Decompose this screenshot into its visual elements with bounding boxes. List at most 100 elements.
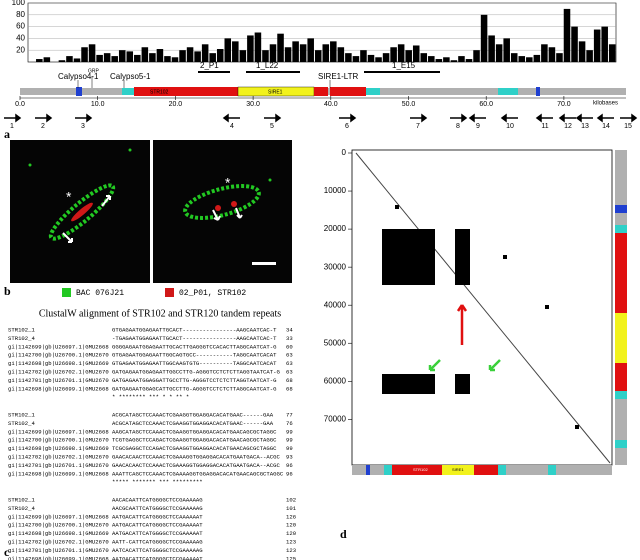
position: 123: [286, 547, 296, 554]
bar: [412, 45, 420, 62]
gene-arrow: [450, 113, 468, 123]
bar: [247, 35, 254, 62]
track-block: [548, 465, 556, 475]
bar: [103, 53, 111, 62]
clone-label: 2_P1: [200, 61, 219, 70]
bar: [337, 47, 345, 62]
gene-arrow: [75, 113, 93, 123]
conservation: ***** ******* *** *********: [112, 479, 203, 486]
gene-arrow: [500, 113, 518, 123]
sequence: ACGCATAGCTCCAAACTCGAAGGTGGAGGACACATGAAC-…: [112, 420, 274, 427]
seq-name: gi|1142700|gb|U26700.1|GMU2670: [8, 352, 109, 359]
signal: [268, 178, 272, 182]
position: 68: [286, 377, 293, 384]
y-tick-label: 80: [16, 10, 25, 19]
scale-bar: [252, 262, 276, 265]
x-tick-label: 20.0: [169, 101, 183, 108]
bar: [480, 14, 488, 63]
bar: [563, 8, 571, 62]
sequence: GTGAGAATGGAGAATTGCACT----------------AAG…: [112, 326, 277, 333]
track-block: [615, 205, 627, 213]
track-block: [498, 465, 506, 475]
feature-label: SIRE1-LTR: [318, 72, 359, 81]
bar: [254, 32, 262, 62]
gene-arrow: [468, 113, 486, 123]
alignment-title: ClustalW alignment of STR102 and STR120 …: [39, 308, 281, 319]
arrow: [212, 209, 221, 221]
seq-name: gi|1142699|gb|U26697.1|GMU2668: [8, 428, 109, 435]
sequence: AATT-CATTCATGGGGCTCCGAAAAAG: [112, 538, 203, 545]
y-tick-label: 60000: [324, 376, 347, 385]
clone-label: 1_E15: [392, 61, 416, 70]
arrow: [62, 232, 73, 243]
track-block: [442, 465, 474, 475]
gene-label: 9: [476, 123, 480, 130]
seq-name: gi|1142700|gb|U26700.1|GMU2670: [8, 437, 109, 444]
seq-name: STR102_1: [8, 496, 35, 503]
bar: [239, 50, 247, 62]
gene-arrow: [264, 113, 282, 123]
track-block: [498, 88, 518, 95]
arrow: [488, 359, 501, 372]
repeat-block: [455, 229, 470, 285]
sequence: TCGCGAGGCTCCAGACTCGAAGGTGGAGGACACATGAACA…: [112, 445, 277, 452]
bar: [58, 60, 66, 62]
y-tick-label: 0: [342, 148, 347, 157]
bar: [73, 58, 81, 62]
gene-arrow: [4, 113, 22, 123]
track-block: [615, 363, 627, 391]
arrow: [456, 304, 468, 345]
arrow: [235, 207, 243, 219]
legend-swatch: [165, 288, 174, 297]
bar: [608, 44, 616, 62]
seq-name: STR102_4: [8, 420, 35, 427]
seq-name: gi|1142698|gb|U26698.1|GMU2669: [8, 445, 109, 452]
x-tick-label: 10.0: [91, 101, 105, 108]
bar: [503, 38, 510, 62]
panel-label: a: [4, 127, 10, 141]
bar: [375, 57, 382, 62]
position: 76: [286, 420, 293, 427]
gene-label: 8: [456, 123, 460, 130]
bar: [473, 50, 480, 62]
position: 77: [286, 411, 293, 418]
bar: [548, 47, 556, 62]
track-block: [366, 465, 370, 475]
signal: [215, 205, 221, 211]
sequence: -TGAGAATGGAGAATTGCACT----------------AAG…: [112, 335, 277, 342]
track-block: [122, 88, 134, 95]
gene-label: 7: [416, 123, 420, 130]
bar: [118, 50, 126, 62]
gene-label: 12: [564, 123, 572, 130]
gene-label: 5: [270, 123, 274, 130]
bar: [224, 38, 232, 62]
legend-label: 02_P01, STR102: [179, 289, 246, 298]
sequence: AATGACATTCATGGGGCTCCGAAAAAT: [112, 555, 203, 560]
repeat-block: [382, 229, 435, 285]
feature-label: STR102: [150, 89, 169, 95]
repeat-block: [455, 374, 470, 394]
bar: [488, 35, 495, 62]
legend-swatch: [62, 288, 71, 297]
gene-label: 4: [230, 123, 234, 130]
bar: [586, 50, 593, 62]
clone-label: 1_L22: [256, 61, 279, 70]
panel-label: d: [340, 527, 347, 541]
track-block: [615, 233, 627, 313]
signal: [231, 201, 237, 207]
arrow: [101, 195, 111, 207]
gene-label: 6: [345, 123, 349, 130]
track-block: [76, 87, 82, 96]
gene-label: 13: [581, 123, 589, 130]
x-tick-label: 70.0: [557, 101, 571, 108]
bar: [450, 60, 458, 62]
position: 63: [286, 352, 293, 359]
bar: [111, 56, 118, 62]
bar: [88, 44, 96, 62]
bar: [314, 50, 322, 62]
seq-name: gi|1142702|gb|U26702.1|GMU2670: [8, 538, 109, 545]
bar: [420, 53, 428, 62]
position: 120: [286, 522, 297, 529]
